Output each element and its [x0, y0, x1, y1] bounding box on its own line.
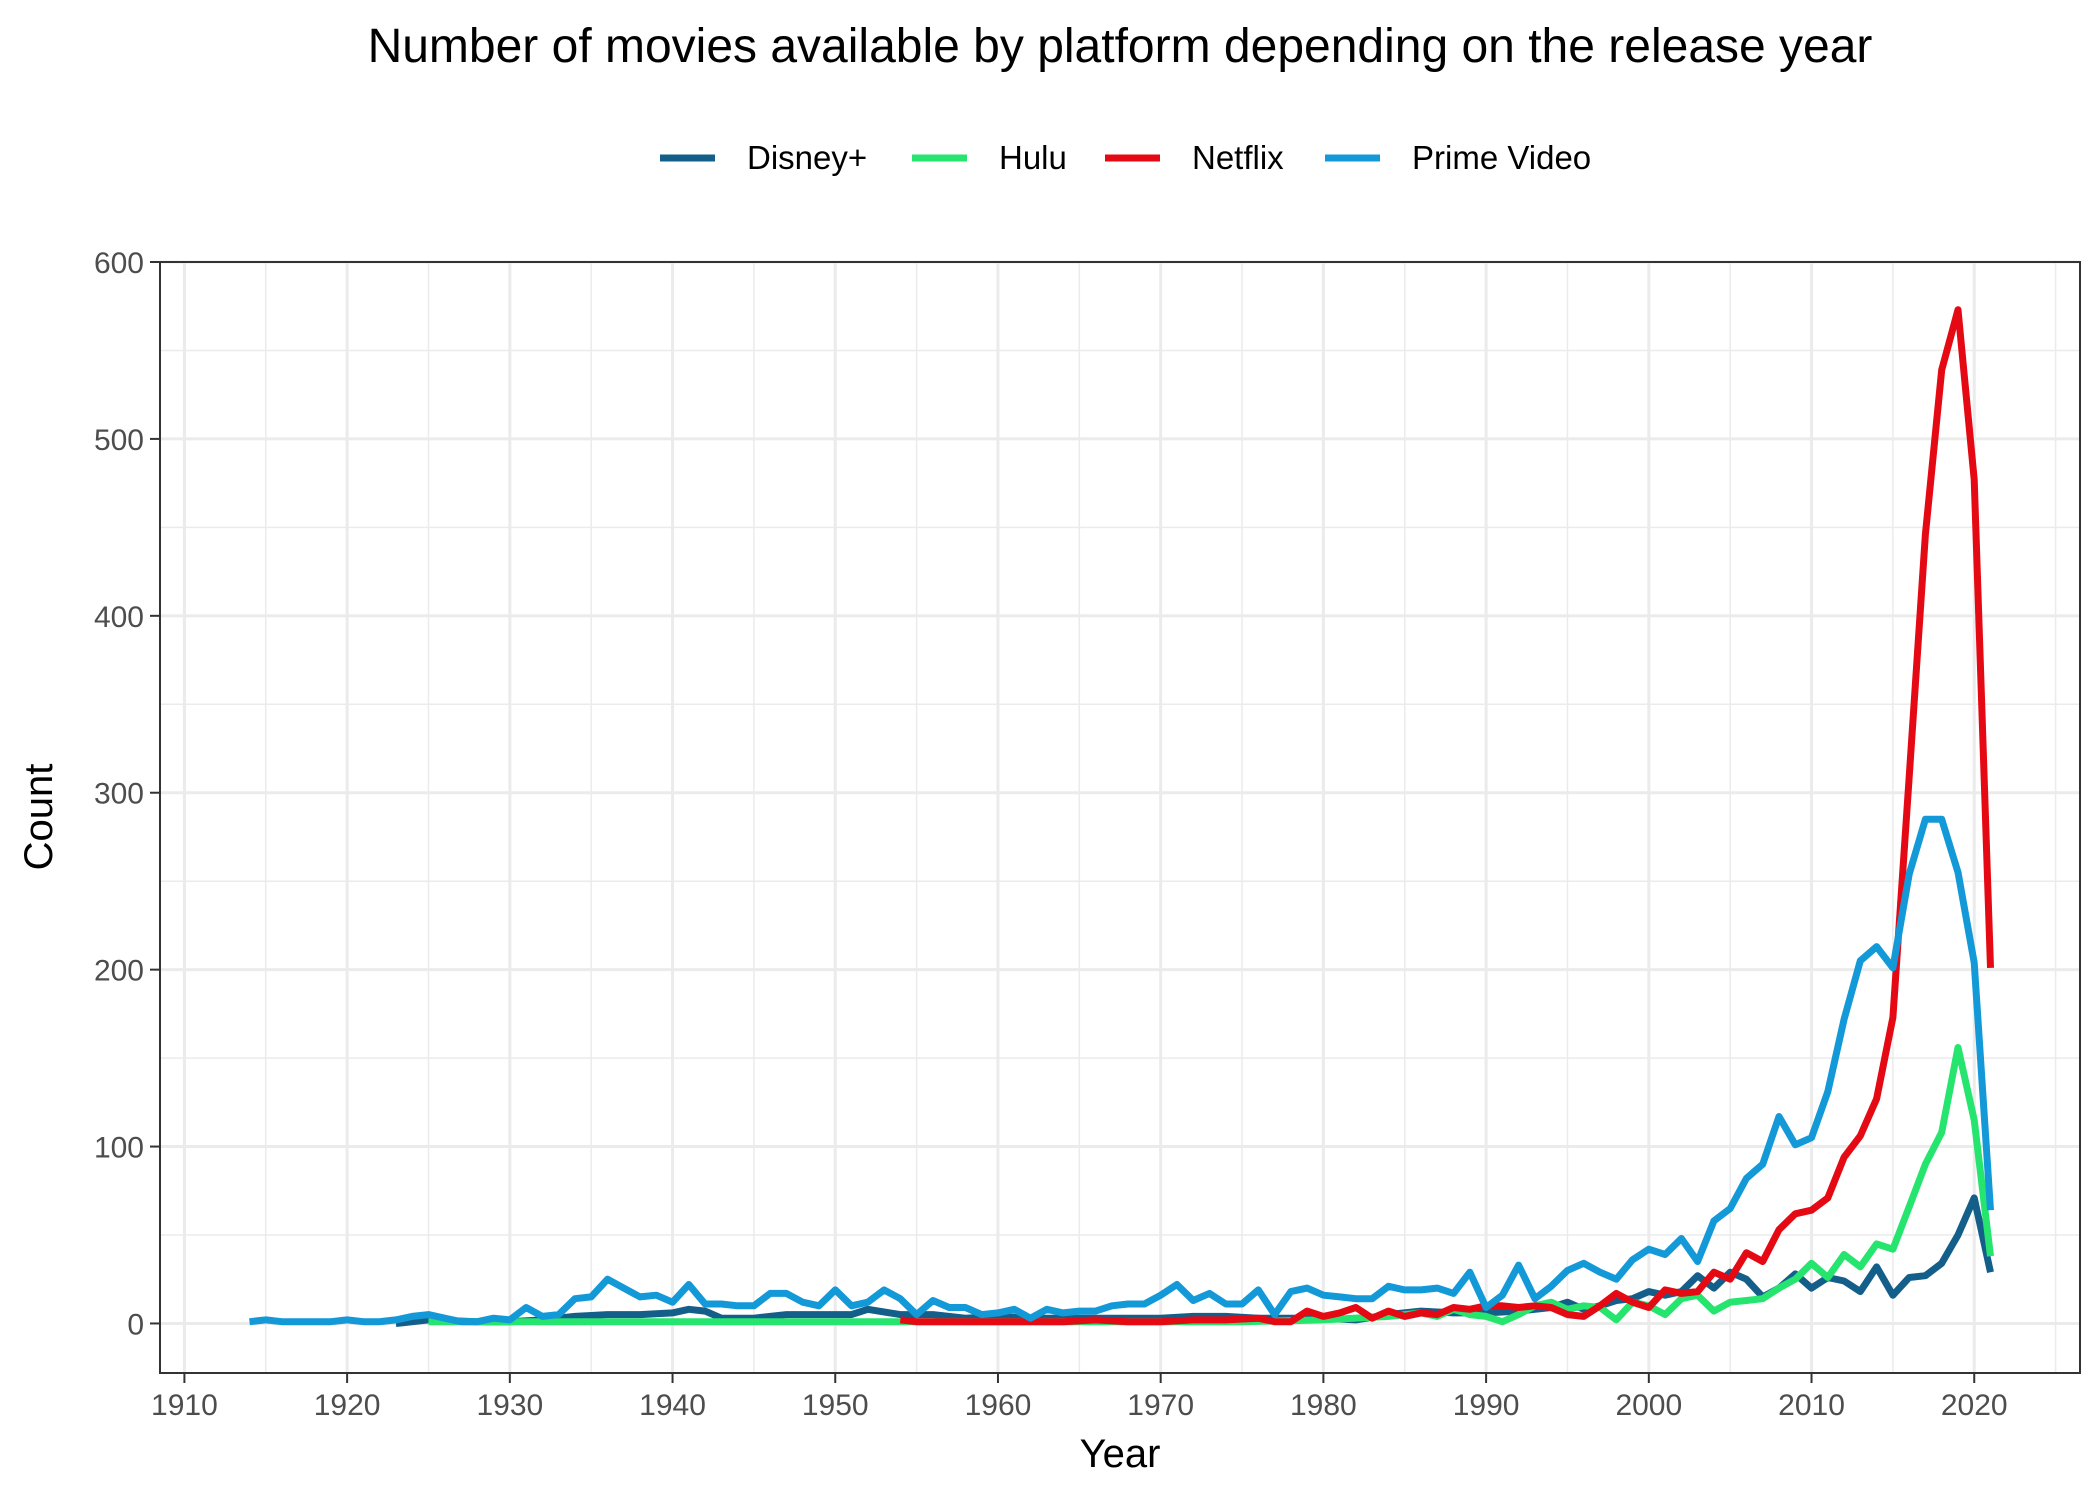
chart-title: Number of movies available by platform d… — [368, 20, 1873, 73]
plot-panel-border — [159, 261, 2081, 1374]
x-tick-label: 1950 — [802, 1389, 869, 1422]
y-tick-label: 400 — [94, 601, 144, 634]
x-tick-label: 1910 — [151, 1389, 218, 1422]
legend-label-disney: Disney+ — [747, 139, 867, 176]
y-tick-label: 100 — [94, 1132, 144, 1165]
series-line-disney — [395, 1194, 1994, 1327]
x-tick-label: 1980 — [1290, 1389, 1357, 1422]
series-line-netflix — [899, 306, 1994, 1326]
grid-lines — [160, 260, 2080, 1373]
x-tick-label: 1920 — [314, 1389, 381, 1422]
x-tick-label: 2010 — [1778, 1389, 1845, 1422]
y-tick-label: 500 — [94, 424, 144, 457]
x-axis: 1910 1920 1930 1940 1950 1960 1970 1980 1990 2000… — [151, 1373, 2008, 1422]
x-tick-label: 1990 — [1453, 1389, 1520, 1422]
y-tick-label: 200 — [94, 955, 144, 988]
legend-label-hulu: Hulu — [999, 139, 1067, 176]
x-axis-title: Year — [1080, 1432, 1161, 1476]
legend-label-prime-video: Prime Video — [1412, 139, 1591, 176]
y-tick-label: 600 — [94, 247, 144, 280]
series-line-hulu — [428, 1044, 1994, 1326]
x-tick-label: 2000 — [1615, 1389, 1682, 1422]
y-axis: 0 100 200 300 400 500 600 — [94, 247, 160, 1341]
x-tick-label: 1970 — [1127, 1389, 1194, 1422]
x-tick-label: 2020 — [1941, 1389, 2008, 1422]
x-tick-label: 1940 — [639, 1389, 706, 1422]
series-line-prime-video — [249, 815, 1994, 1326]
legend-label-netflix: Netflix — [1192, 139, 1284, 176]
y-axis-title: Count — [17, 764, 61, 871]
series-lines — [249, 306, 1994, 1327]
y-tick-label: 0 — [127, 1308, 144, 1341]
x-tick-label: 1960 — [965, 1389, 1032, 1422]
y-tick-label: 300 — [94, 778, 144, 811]
x-tick-label: 1930 — [476, 1389, 543, 1422]
chart-legend: Disney+ Hulu Netflix Prime Video — [660, 139, 1591, 176]
